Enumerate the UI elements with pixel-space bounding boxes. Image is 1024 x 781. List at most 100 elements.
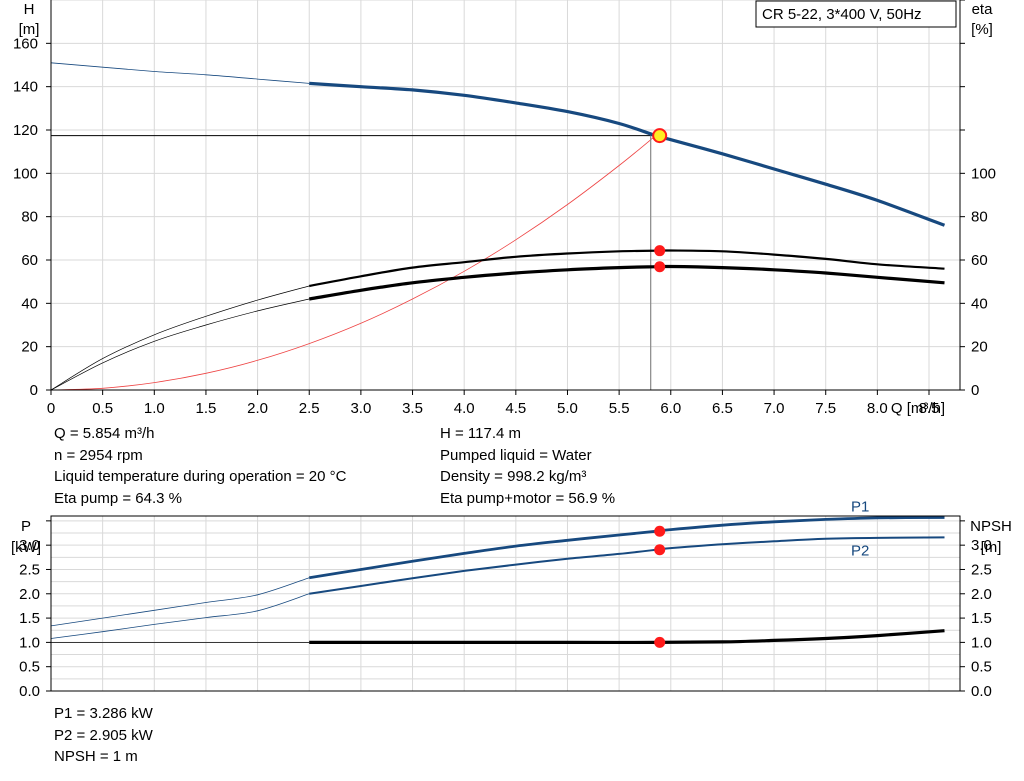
power-tick-label: 1.0 bbox=[19, 634, 40, 651]
x-tick-label: 3.0 bbox=[350, 400, 371, 417]
head-curve-extrapolated bbox=[50, 62, 310, 84]
eta-pump-motor-curve-extrapolated bbox=[50, 298, 310, 391]
head-tick-label: 20 bbox=[21, 339, 38, 356]
duty-point-marker bbox=[652, 128, 668, 144]
chart-title-box: CR 5-22, 3*400 V, 50Hz bbox=[755, 0, 957, 28]
x-tick-label: 1.5 bbox=[196, 400, 217, 417]
p1-marker bbox=[654, 525, 666, 537]
p2-series-label: P2 bbox=[851, 542, 869, 559]
system-curve bbox=[50, 135, 656, 391]
p1-series-label: P1 bbox=[851, 498, 869, 515]
x-tick-label: 6.0 bbox=[660, 400, 681, 417]
head-tick-label: 60 bbox=[21, 252, 38, 269]
chart-title: CR 5-22, 3*400 V, 50Hz bbox=[762, 6, 922, 23]
p1-value: P1 = 3.286 kW bbox=[54, 705, 153, 722]
flow-axis-label: Q [m³/h] bbox=[891, 400, 945, 417]
power-axis-unit: [kW] bbox=[11, 539, 41, 556]
eta-tick-label: 0 bbox=[971, 382, 979, 399]
eta-tick-label: 100 bbox=[971, 165, 996, 182]
pumped-liquid-value: Pumped liquid = Water bbox=[440, 446, 592, 464]
power-tick-label: 0.0 bbox=[19, 683, 40, 700]
duty-point-info-right: H = 117.4 m Pumped liquid = Water Densit… bbox=[440, 423, 615, 509]
top-plot-grid bbox=[50, 0, 960, 391]
x-tick-label: 1.0 bbox=[144, 400, 165, 417]
x-tick-label: 0 bbox=[47, 400, 55, 417]
npsh-marker bbox=[654, 636, 666, 648]
head-axis-label: H bbox=[24, 1, 35, 18]
flow-value: Q = 5.854 m³/h bbox=[54, 425, 155, 442]
head-tick-label: 120 bbox=[13, 122, 38, 139]
npsh-tick-label: 0.5 bbox=[971, 659, 992, 676]
x-tick-label: 5.0 bbox=[557, 400, 578, 417]
axis-labels: H [m] eta [%] Q [m³/h] P [kW] NPSH [m] bbox=[11, 1, 1012, 556]
npsh-tick-label: 1.0 bbox=[971, 634, 992, 651]
head-tick-label: 140 bbox=[13, 79, 38, 96]
x-tick-label: 4.0 bbox=[454, 400, 475, 417]
x-tick-label: 2.0 bbox=[247, 400, 268, 417]
x-tick-label: 3.5 bbox=[402, 400, 423, 417]
speed-value: n = 2954 rpm bbox=[54, 446, 143, 464]
head-tick-label: 160 bbox=[13, 35, 38, 52]
eta-axis-unit: [%] bbox=[971, 21, 993, 38]
bottom-plot-series: P1 P2 bbox=[50, 498, 945, 648]
eta-pump-value: Eta pump = 64.3 % bbox=[54, 489, 182, 507]
x-tick-label: 8.5 bbox=[919, 400, 940, 417]
x-tick-label: 6.5 bbox=[712, 400, 733, 417]
npsh-tick-label: 2.5 bbox=[971, 561, 992, 578]
npsh-tick-label: 2.0 bbox=[971, 586, 992, 603]
liquid-temperature-value: Liquid temperature during operation = 20… bbox=[54, 468, 347, 485]
density-value: Density = 998.2 kg/m³ bbox=[440, 468, 587, 485]
eta-pump-motor-marker bbox=[654, 261, 666, 273]
eta-pump-motor-value: Eta pump+motor = 56.9 % bbox=[440, 489, 616, 507]
npsh-tick-label: 0.0 bbox=[971, 683, 992, 700]
npsh-tick-label: 1.5 bbox=[971, 610, 992, 627]
bottom-plot-grid bbox=[50, 516, 960, 692]
eta-tick-label: 40 bbox=[971, 295, 988, 312]
eta-tick-label: 80 bbox=[971, 209, 988, 226]
head-tick-label: 100 bbox=[13, 165, 38, 182]
p2-curve bbox=[309, 536, 945, 595]
eta-pump-curve bbox=[308, 249, 945, 288]
top-plot-series bbox=[50, 62, 946, 391]
eta-pump-marker bbox=[654, 245, 666, 257]
npsh-curve bbox=[309, 629, 945, 645]
eta-axis-label: eta bbox=[972, 1, 994, 18]
x-tick-label: 8.0 bbox=[867, 400, 888, 417]
power-tick-label: 2.5 bbox=[19, 561, 40, 578]
eta-tick-label: 20 bbox=[971, 339, 988, 356]
power-tick-label: 3.0 bbox=[19, 537, 40, 554]
duty-point-info-left: Q = 5.854 m³/h n = 2954 rpm Liquid tempe… bbox=[54, 423, 346, 509]
head-curve bbox=[309, 81, 946, 227]
eta-tick-label: 60 bbox=[971, 252, 988, 269]
head-value: H = 117.4 m bbox=[440, 425, 522, 442]
power-tick-label: 0.5 bbox=[19, 659, 40, 676]
power-tick-label: 1.5 bbox=[19, 610, 40, 627]
p2-marker bbox=[654, 544, 666, 556]
bottom-plot-frame bbox=[50, 515, 961, 692]
axes: 0 0.5 1.0 1.5 2.0 2.5 3.0 3.5 4.0 4.5 5.0 5.5 6.0 6.5… bbox=[13, 0, 996, 700]
eta-pump-motor-curve bbox=[308, 264, 945, 301]
x-tick-label: 2.5 bbox=[299, 400, 320, 417]
head-tick-label: 80 bbox=[21, 209, 38, 226]
p1-curve-extrapolated bbox=[50, 577, 310, 627]
x-tick-label: 5.5 bbox=[609, 400, 630, 417]
npsh-axis-label: NPSH bbox=[970, 518, 1012, 535]
p1-curve bbox=[308, 516, 945, 580]
power-tick-label: 2.0 bbox=[19, 586, 40, 603]
head-axis-unit: [m] bbox=[19, 21, 40, 38]
p2-curve-extrapolated bbox=[50, 593, 310, 639]
x-tick-label: 7.5 bbox=[815, 400, 836, 417]
npsh-value: NPSH = 1 m bbox=[54, 748, 138, 765]
npsh-axis-unit: [m] bbox=[981, 539, 1002, 556]
eta-pump-curve-extrapolated bbox=[50, 285, 310, 391]
p2-value: P2 = 2.905 kW bbox=[54, 726, 153, 744]
head-tick-label: 0 bbox=[30, 382, 38, 399]
power-axis-label: P bbox=[21, 518, 31, 535]
x-tick-label: 0.5 bbox=[92, 400, 113, 417]
x-tick-label: 4.5 bbox=[505, 400, 526, 417]
x-tick-label: 7.0 bbox=[764, 400, 785, 417]
head-tick-label: 40 bbox=[21, 295, 38, 312]
npsh-tick-label: 3.0 bbox=[971, 537, 992, 554]
power-info: P1 = 3.286 kW P2 = 2.905 kW NPSH = 1 m bbox=[54, 703, 153, 768]
